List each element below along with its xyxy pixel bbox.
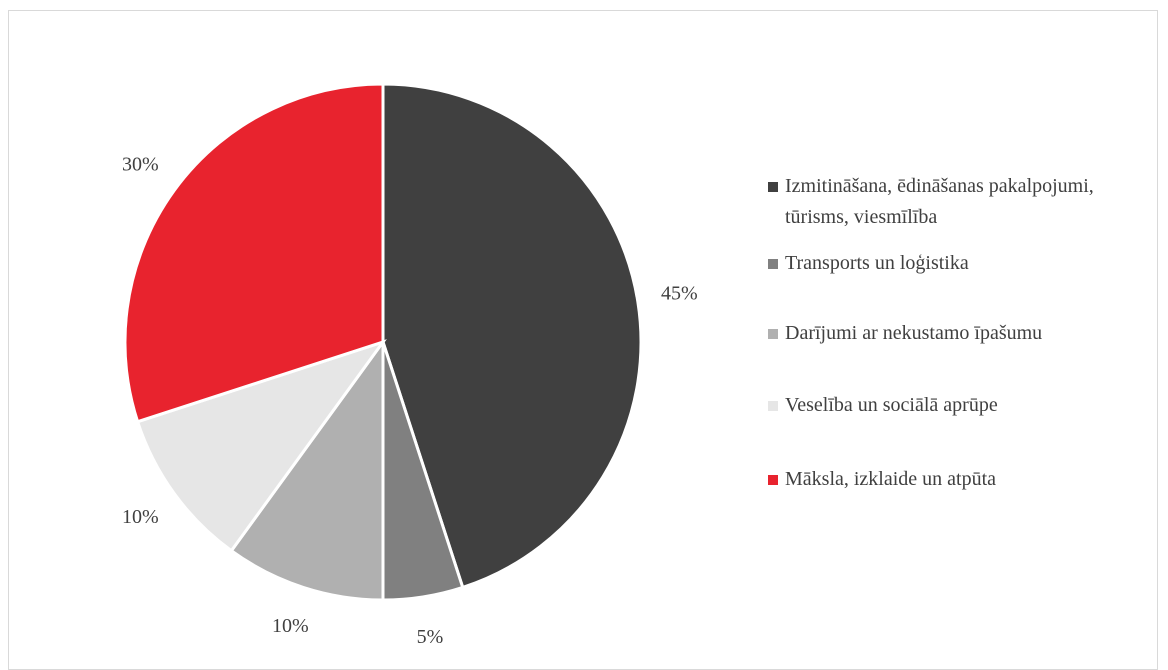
data-label: 5% (417, 626, 444, 648)
pie-slice (123, 82, 385, 424)
legend-swatch (768, 401, 778, 411)
legend-swatch (768, 182, 778, 192)
legend-item: Veselība un sociālā aprūpe (768, 390, 1148, 421)
pie-slice (229, 337, 385, 602)
legend-swatch (768, 475, 778, 485)
legend-label: Darījumi ar nekustamo īpašumu (785, 322, 1043, 344)
legend-label: Izmitināšana, ēdināšanas pakalpojumi, tū… (785, 175, 1094, 228)
legend-item: Transports un loģistika (768, 248, 1148, 279)
legend-swatch (768, 329, 778, 339)
legend-item: Darījumi ar nekustamo īpašumu (768, 318, 1148, 349)
pie-slice (381, 82, 643, 590)
legend-label: Transports un loģistika (785, 252, 969, 274)
data-label: 10% (122, 506, 159, 528)
legend-label: Veselība un sociālā aprūpe (785, 394, 998, 416)
legend-label: Māksla, izklaide un atpūta (785, 468, 997, 490)
legend-item: Izmitināšana, ēdināšanas pakalpojumi, tū… (768, 171, 1148, 233)
data-label: 45% (661, 283, 698, 305)
pie-slice (135, 339, 387, 553)
data-label: 10% (272, 615, 309, 637)
legend-item: Māksla, izklaide un atpūta (768, 464, 1148, 495)
legend-swatch (768, 259, 778, 269)
data-label: 30% (122, 153, 159, 175)
